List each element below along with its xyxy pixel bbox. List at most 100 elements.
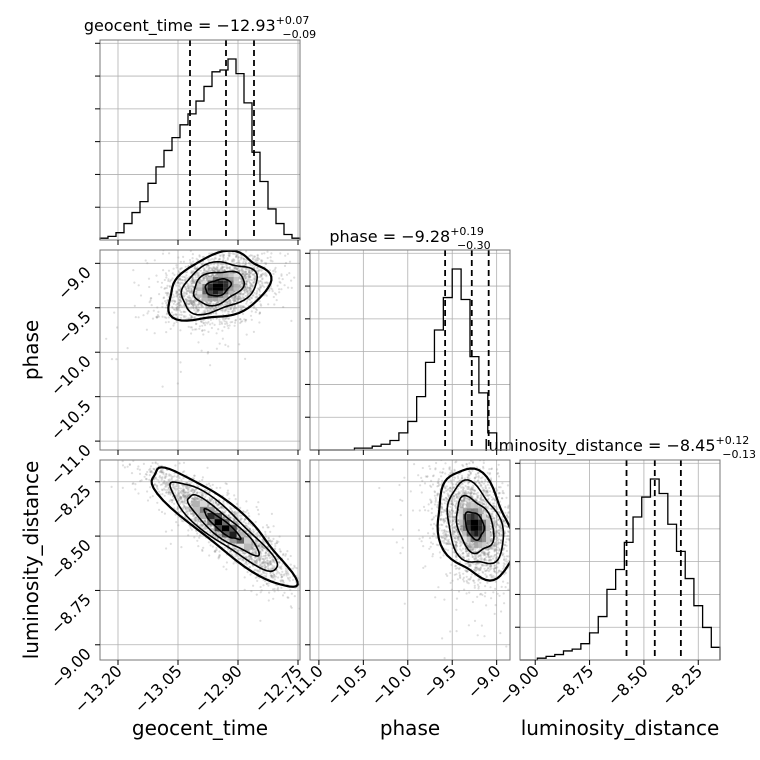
sample-point [187,287,190,290]
sample-point [190,301,193,304]
sample-point [234,510,237,513]
sample-point [152,467,155,470]
sample-point [133,304,136,307]
sample-point [211,306,214,309]
sample-point [263,281,266,284]
sample-point [222,257,225,260]
sample-point [185,487,188,490]
sample-point [193,303,196,306]
sample-point [245,275,248,279]
sample-point [164,321,167,324]
sample-point [227,308,230,311]
sample-point [193,536,196,539]
sample-point [222,516,225,519]
sample-point [258,290,262,293]
sample-point [278,291,281,294]
sample-point [173,507,176,510]
sample-point [274,575,277,578]
sample-point [266,562,269,565]
sample-point [209,307,212,311]
sample-point [167,269,171,272]
sample-point [252,281,256,284]
sample-point [261,565,264,568]
sample-point [217,300,220,304]
sample-point [243,289,246,292]
sample-point [177,256,180,259]
sample-point [185,288,188,291]
sample-point [191,278,194,281]
sample-point [218,318,221,321]
sample-point [244,276,247,279]
sample-point [263,566,266,570]
sample-point [255,291,258,294]
sample-point [211,267,214,270]
sample-point [254,556,257,559]
sample-point [161,489,164,492]
sample-point [248,281,251,284]
xlabel-geocent-time: geocent_time [132,716,268,740]
sample-point [194,293,197,296]
sample-point [221,329,224,332]
sample-point [221,263,224,266]
sample-point [244,271,247,274]
sample-point [228,317,231,320]
sample-point [214,306,218,309]
sample-point [233,267,236,270]
sample-point [239,277,243,280]
sample-point [227,514,230,517]
sample-point [185,298,188,301]
sample-point [246,571,249,574]
sample-point [128,463,131,466]
sample-point [246,293,249,297]
sample-point [228,551,232,554]
sample-point [139,480,142,483]
sample-point [196,308,199,311]
sample-point [156,501,159,504]
sample-point [220,505,223,508]
sample-point [153,259,156,262]
sample-point [259,286,262,289]
sample-point [239,293,242,296]
sample-point [244,258,247,261]
sample-point [234,553,237,556]
sample-point [212,534,215,537]
sample-point [237,261,240,264]
sample-point [259,585,262,589]
sample-point [234,300,237,303]
sample-point [250,310,253,313]
sample-point [288,272,291,275]
sample-point [237,256,240,259]
sample-point [285,572,288,575]
sample-point [192,499,195,502]
sample-point [202,310,205,313]
sample-point [195,304,198,307]
density-cell [223,280,229,284]
sample-point [280,288,283,291]
sample-point [163,512,166,515]
sample-point [231,320,234,324]
density-cell [223,287,229,291]
sample-point [268,591,271,594]
sample-point [227,514,230,517]
sample-point [208,531,212,534]
sample-point [248,270,251,273]
sample-point [240,305,243,308]
sample-point [224,482,227,485]
sample-point [248,298,251,302]
sample-point [184,495,187,498]
sample-point [262,555,265,558]
sample-point [251,548,254,551]
sample-point [204,324,207,327]
sample-point [243,287,246,290]
sample-point [204,275,207,278]
sample-point [173,475,176,478]
sample-point [269,539,272,542]
sample-point [206,264,210,267]
sample-point [207,503,211,506]
sample-point [233,252,236,256]
sample-point [265,262,268,265]
sample-point [257,501,260,504]
sample-point [210,498,213,501]
sample-point [255,559,258,562]
sample-point [215,274,218,277]
